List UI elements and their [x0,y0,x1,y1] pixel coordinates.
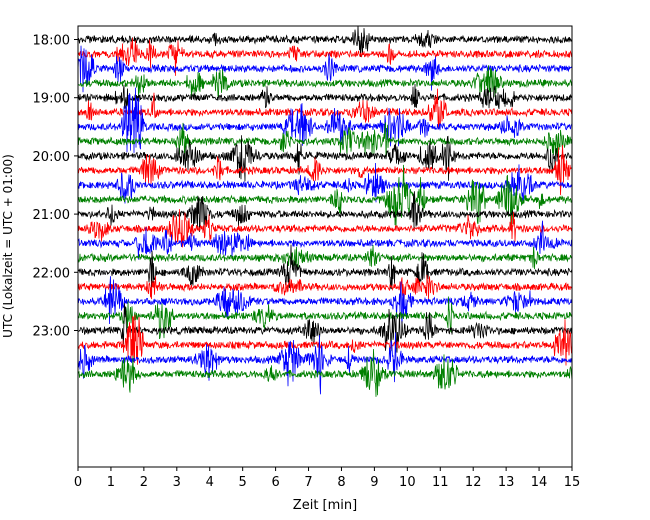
seismogram-trace [78,296,572,340]
seismogram-trace [78,332,572,395]
plot-frame [77,25,573,468]
y-tick-label: 19:00 [33,92,70,107]
x-tick-label: 15 [564,475,581,490]
seismogram-trace [78,276,572,331]
x-tick-label: 10 [399,475,416,490]
seismogram-trace [78,26,572,58]
x-tick-label: 6 [271,475,279,490]
y-axis-label: UTC (Lokalzeit = UTC + 01:00) [1,154,15,338]
seismogram-trace [78,45,572,93]
x-axis-label: Zeit [min] [293,498,357,513]
x-tick-label: 12 [465,475,482,490]
seismogram-trace [78,244,572,270]
seismogram-trace [78,191,572,232]
seismogram-trace [78,303,572,353]
y-tick-label: 18:00 [33,34,70,49]
seismogram-trace [78,37,572,76]
x-tick-label: 14 [531,475,548,490]
seismogram-trace [78,244,572,291]
seismogram-trace [78,144,572,196]
seismogram-trace [78,348,572,397]
seismogram-trace [78,220,572,260]
x-tick-label: 11 [432,475,449,490]
y-tick-label: 21:00 [33,208,70,223]
y-axis-ticks: 18:00 19:00 20:00 21:00 22:00 23:00 [33,34,78,340]
seismogram-trace [78,88,572,129]
x-tick-label: 8 [337,475,345,490]
seismogram-trace [78,274,572,302]
x-tick-label: 5 [239,475,247,490]
seismogram-trace [78,162,572,204]
x-axis-ticks: 0 1 2 3 4 5 6 7 8 9 10 11 12 13 14 15 [74,467,580,490]
y-tick-label: 22:00 [33,266,70,281]
seismogram-trace [78,209,572,248]
x-tick-label: 9 [370,475,378,490]
x-tick-label: 4 [206,475,214,490]
x-tick-label: 7 [304,475,312,490]
y-tick-label: 20:00 [33,150,70,165]
seismogram-trace [78,164,572,228]
seismogram-traces [78,26,572,397]
seismogram-trace [78,135,572,182]
seismogram-trace [78,314,572,373]
seismogram-trace [78,122,572,160]
x-tick-label: 3 [173,475,181,490]
x-tick-label: 0 [74,475,82,490]
seismogram-trace [78,87,572,153]
seismogram-trace [78,83,572,110]
y-tick-label: 23:00 [33,325,70,340]
x-tick-label: 2 [140,475,148,490]
x-tick-label: 13 [498,475,515,490]
x-tick-label: 1 [107,475,115,490]
seismogram-trace [78,65,572,100]
